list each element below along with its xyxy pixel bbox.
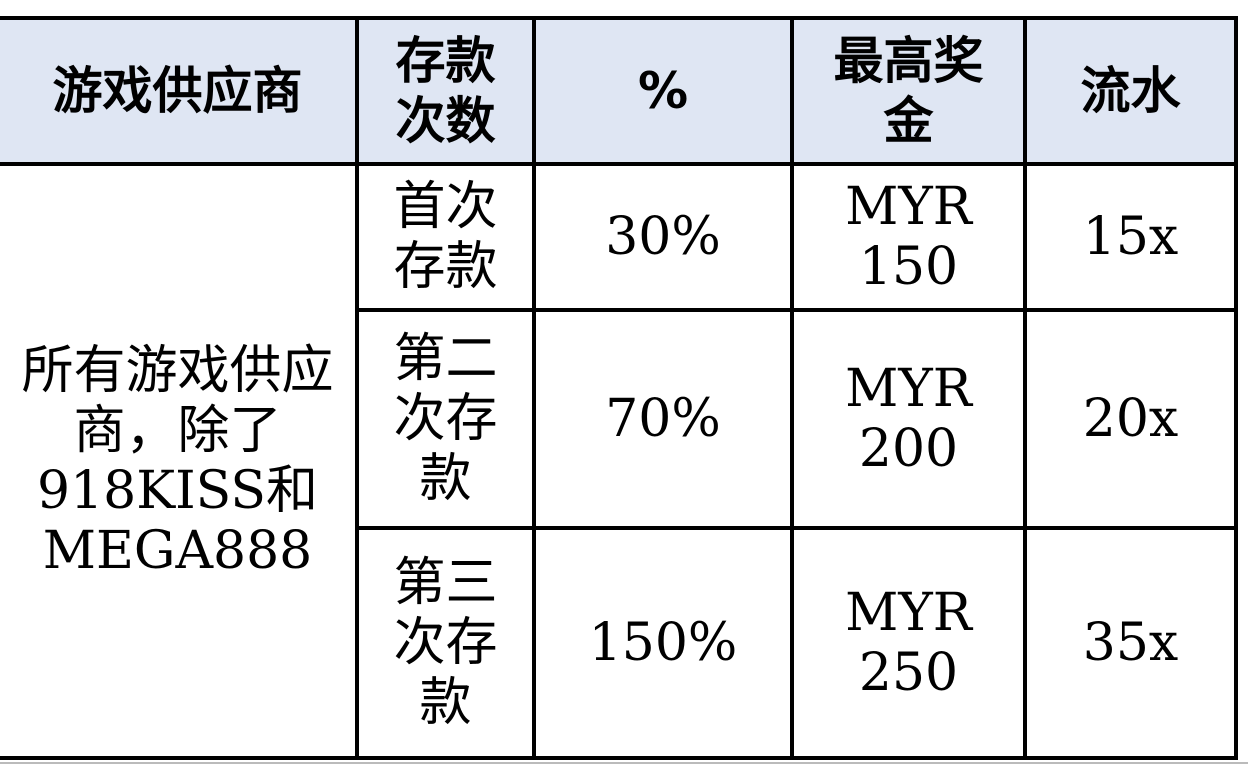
table-row: 第二次存款 70% MYR 200 20x xyxy=(0,308,1238,530)
percent-cell: 30% xyxy=(532,162,794,312)
table-row: 第三次存款 150% MYR 250 35x xyxy=(0,526,1238,760)
max-bonus-cell: MYR 200 xyxy=(790,308,1027,530)
turnover-cell: 15x xyxy=(1023,162,1238,312)
header-row: 游戏供应商 存款次数 % 最高奖金 流水 xyxy=(0,16,1238,166)
header-turnover: 流水 xyxy=(1023,16,1238,166)
header-percent: % xyxy=(532,16,794,166)
turnover-cell: 20x xyxy=(1023,308,1238,530)
table-row: 所有游戏供应商，除了918KISS和MEGA888 首次存款 30% MYR 1… xyxy=(0,162,1238,760)
max-bonus-cell: MYR 150 xyxy=(790,162,1027,312)
divider xyxy=(0,762,1248,764)
header-deposit-count: 存款次数 xyxy=(355,16,536,166)
turnover-cell: 35x xyxy=(1023,526,1238,760)
percent-cell: 150% xyxy=(532,526,794,760)
max-bonus-cell: MYR 250 xyxy=(790,526,1027,760)
deposit-cell: 第二次存款 xyxy=(355,308,536,530)
header-provider: 游戏供应商 xyxy=(0,16,359,166)
bonus-table: 游戏供应商 存款次数 % 最高奖金 流水 所有游戏供应商，除了918KISS和M… xyxy=(0,16,1238,760)
provider-cell: 所有游戏供应商，除了918KISS和MEGA888 xyxy=(0,162,359,760)
deposit-cell: 第三次存款 xyxy=(355,526,536,760)
deposit-cell: 首次存款 xyxy=(355,162,536,312)
header-max-bonus: 最高奖金 xyxy=(790,16,1027,166)
percent-cell: 70% xyxy=(532,308,794,530)
